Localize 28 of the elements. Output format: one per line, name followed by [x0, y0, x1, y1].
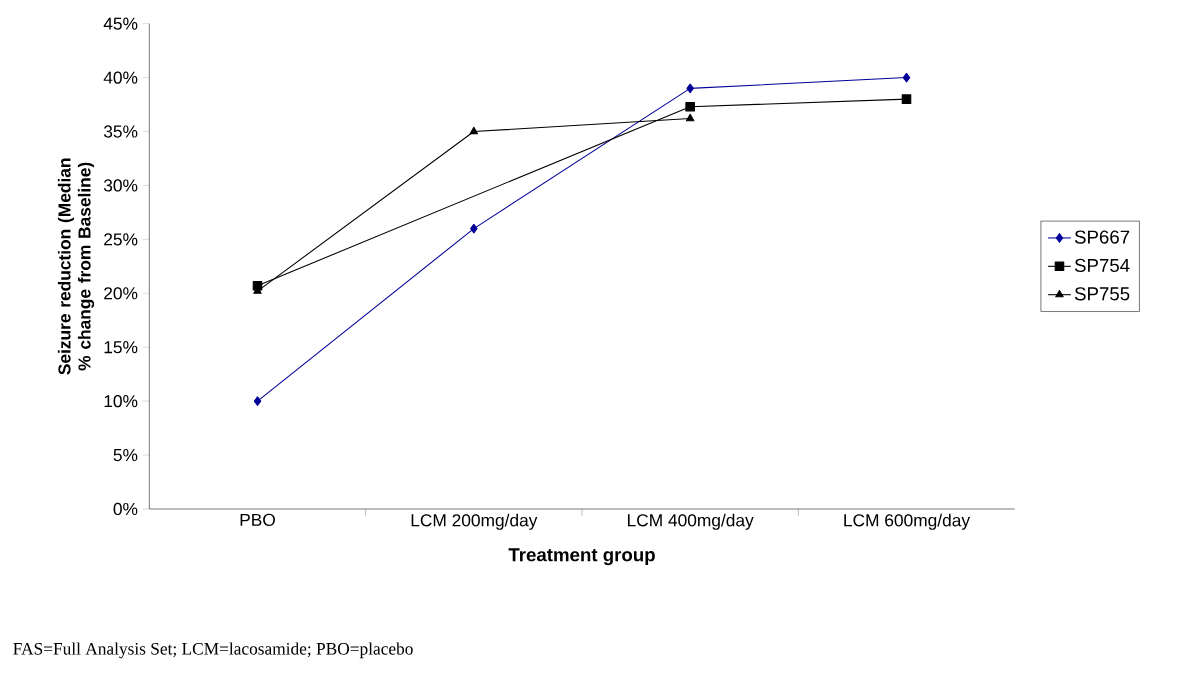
point — [469, 126, 479, 135]
y-tick-label: 10% — [104, 394, 138, 408]
point — [470, 223, 478, 234]
y-tick-label: 40% — [103, 71, 138, 84]
y-tick-label: 15% — [104, 341, 138, 354]
x-tick-label: PBO — [240, 513, 275, 526]
point — [253, 396, 262, 406]
y-tick-label: 0% — [113, 502, 138, 516]
y-tick-label: 35% — [103, 125, 138, 138]
y-tick-label: 45% — [103, 17, 138, 30]
text: FAS=Full Analysis Set; LCM=lacosamide; PBO=placebo — [13, 642, 413, 659]
y-axis-title: Seizure reduction (Median % change from Baseline) — [57, 158, 95, 375]
point — [902, 72, 911, 83]
point — [685, 113, 695, 122]
y-tick-label: 5% — [113, 448, 138, 462]
y-tick-label: 20% — [104, 287, 138, 300]
x-tick-label: LCM 400mg/day — [628, 513, 754, 530]
point — [901, 94, 912, 104]
x-tick-label: LCM 600mg/day — [844, 513, 971, 530]
x-axis-title: Treatment group — [508, 548, 655, 566]
y-tick-label: 30% — [103, 179, 138, 192]
point — [685, 101, 695, 112]
legend-label: SP667 — [1074, 230, 1130, 244]
x-tick-label: LCM 200mg/day — [411, 513, 538, 530]
legend-label: SP755 — [1074, 287, 1130, 301]
point — [686, 83, 694, 94]
legend-label: SP754 — [1074, 258, 1130, 273]
y-tick-label: 25% — [104, 233, 138, 246]
